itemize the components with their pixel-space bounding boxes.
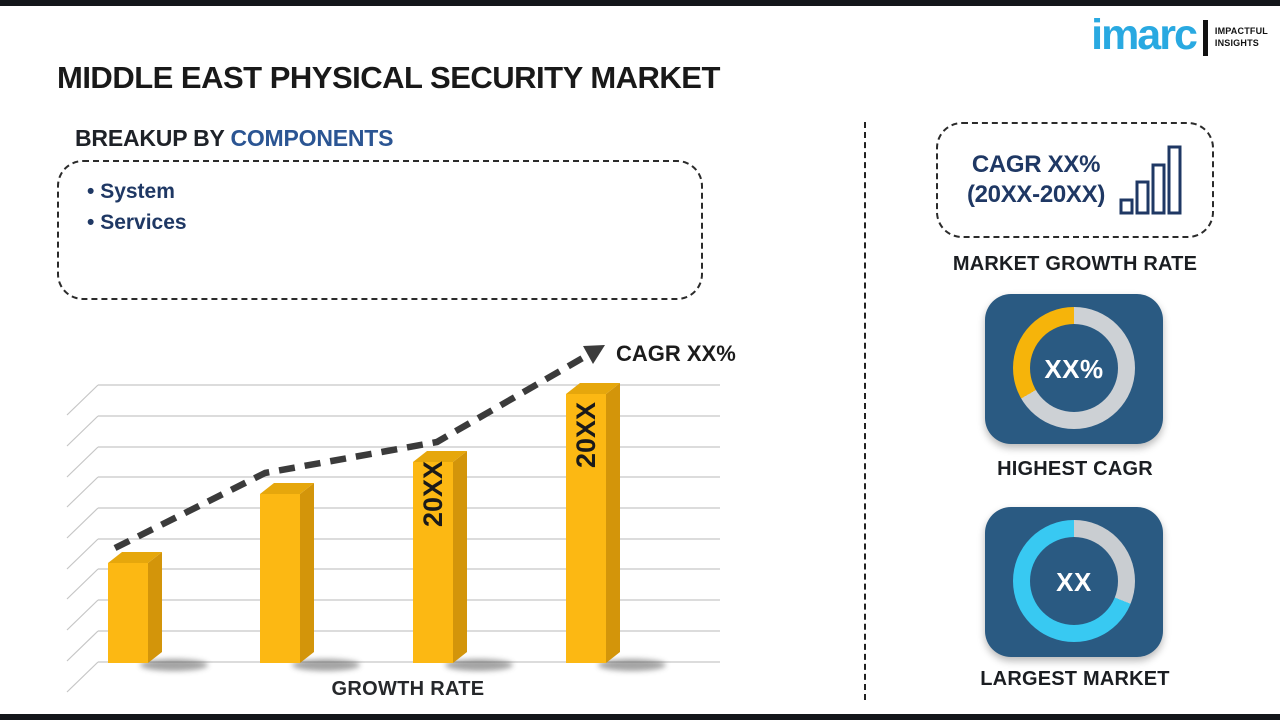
highest-cagr-value: XX%	[1044, 353, 1104, 384]
logo-tagline: IMPACTFUL INSIGHTS	[1215, 26, 1268, 49]
growth-box-line2: (20XX-20XX)	[966, 181, 1106, 208]
highest-cagr-caption: HIGHEST CAGR	[997, 458, 1153, 480]
bar-3: 20XX	[413, 451, 467, 663]
largest-market-tile: XX	[985, 507, 1163, 657]
logo-separator	[1202, 19, 1208, 56]
bar-shadows	[140, 659, 666, 671]
logo-tagline-line1: IMPACTFUL	[1214, 26, 1268, 37]
imarc-logo: imarc IMPACTFUL INSIGHTS	[1091, 14, 1268, 61]
logo-tagline-line2: INSIGHTS	[1214, 37, 1259, 48]
bar-4: 20XX	[566, 383, 620, 663]
bar-2	[260, 483, 314, 663]
market-growth-rate-caption: MARKET GROWTH RATE	[952, 253, 1198, 275]
page-title: MIDDLE EAST PHYSICAL SECURITY MARKET	[57, 60, 720, 95]
highest-cagr-donut-chart	[1013, 307, 1135, 429]
components-list: System Services	[87, 176, 673, 238]
breakup-heading-prefix: BREAKUP BY	[75, 125, 225, 151]
chart-gridlines	[66, 384, 720, 693]
components-list-item-system: System	[87, 176, 673, 207]
growth-rate-bar-chart: 20XX 20XX	[66, 345, 720, 693]
largest-market-donut-chart	[1013, 520, 1135, 642]
largest-market-value: XX	[1056, 566, 1092, 597]
bottom-brand-bar	[0, 714, 1280, 720]
largest-market-caption: LARGEST MARKET	[980, 668, 1170, 690]
highest-cagr-tile: XX%	[985, 294, 1163, 444]
breakup-heading-highlight: COMPONENTS	[230, 125, 394, 151]
top-brand-bar	[0, 0, 1280, 6]
growth-box-text: CAGR XX% (20XX-20XX)	[967, 150, 1105, 210]
bar-3-year-label: 20XX	[418, 461, 448, 527]
growth-box-line1: CAGR XX%	[971, 151, 1101, 178]
bar-1	[108, 552, 162, 663]
components-list-item-services: Services	[87, 207, 673, 238]
market-growth-rate-box: CAGR XX% (20XX-20XX)	[936, 122, 1214, 238]
vertical-divider	[864, 122, 866, 700]
ascending-bars-icon	[1119, 145, 1182, 215]
bar-4-year-label: 20XX	[571, 402, 601, 468]
components-box: System Services	[57, 160, 703, 300]
chart-x-axis-label: GROWTH RATE	[331, 678, 485, 700]
trend-arrowhead	[583, 345, 605, 364]
breakup-heading: BREAKUP BY COMPONENTS	[75, 125, 393, 152]
imarc-logo-wordmark: imarc	[1091, 11, 1198, 59]
trend-arrow	[113, 345, 605, 551]
chart-cagr-label: CAGR XX%	[616, 341, 736, 366]
